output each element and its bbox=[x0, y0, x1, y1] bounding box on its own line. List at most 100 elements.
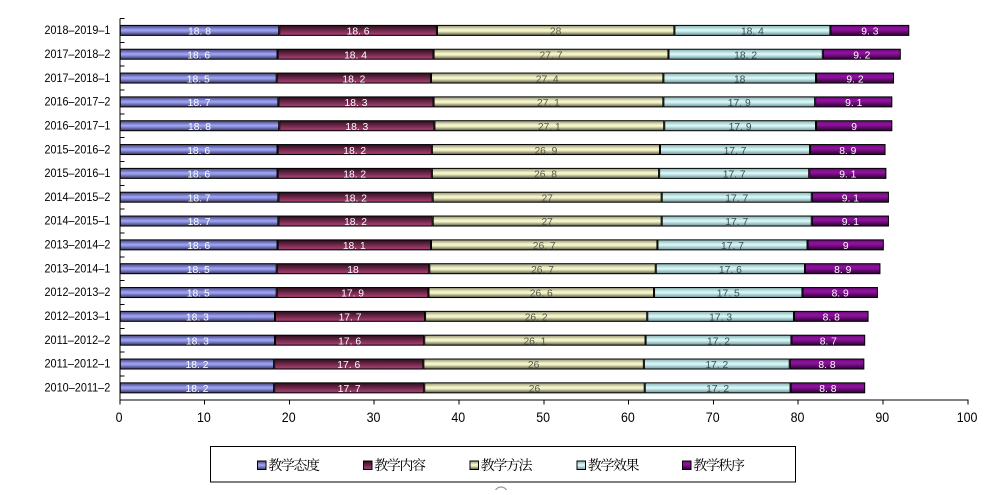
svg-text:70: 70 bbox=[706, 409, 720, 425]
svg-text:17. 6: 17. 6 bbox=[337, 360, 360, 371]
svg-text:17. 9: 17. 9 bbox=[728, 98, 751, 109]
svg-text:2012–2013–2: 2012–2013–2 bbox=[45, 285, 111, 299]
svg-text:18. 2: 18. 2 bbox=[186, 384, 209, 395]
svg-text:17. 3: 17. 3 bbox=[709, 313, 732, 324]
svg-text:9. 2: 9. 2 bbox=[853, 50, 870, 61]
svg-text:18. 1: 18. 1 bbox=[343, 241, 366, 252]
svg-text:18. 7: 18. 7 bbox=[188, 217, 211, 228]
svg-text:2014–2015–2: 2014–2015–2 bbox=[45, 190, 111, 204]
svg-text:17. 7: 17. 7 bbox=[725, 193, 748, 204]
svg-text:9. 1: 9. 1 bbox=[842, 217, 859, 228]
svg-text:9: 9 bbox=[843, 241, 849, 252]
svg-text:9. 1: 9. 1 bbox=[842, 193, 859, 204]
svg-text:26. 6: 26. 6 bbox=[530, 289, 553, 300]
svg-text:18. 3: 18. 3 bbox=[345, 122, 368, 133]
svg-text:8. 8: 8. 8 bbox=[818, 360, 835, 371]
svg-text:18. 2: 18. 2 bbox=[342, 74, 365, 85]
svg-text:18. 6: 18. 6 bbox=[187, 241, 210, 252]
svg-text:26: 26 bbox=[529, 384, 541, 395]
svg-text:20: 20 bbox=[282, 409, 296, 425]
svg-text:18. 3: 18. 3 bbox=[345, 98, 368, 109]
svg-text:27. 1: 27. 1 bbox=[537, 98, 560, 109]
svg-text:18. 6: 18. 6 bbox=[187, 146, 210, 157]
svg-text:100: 100 bbox=[957, 409, 978, 425]
svg-text:28: 28 bbox=[550, 27, 562, 38]
svg-text:8. 8: 8. 8 bbox=[823, 313, 840, 324]
svg-text:2016–2017–1: 2016–2017–1 bbox=[45, 118, 111, 132]
svg-text:18. 3: 18. 3 bbox=[186, 313, 209, 324]
svg-text:2011–2012–2: 2011–2012–2 bbox=[45, 333, 111, 347]
svg-text:17. 2: 17. 2 bbox=[705, 360, 728, 371]
svg-text:18. 3: 18. 3 bbox=[186, 336, 209, 347]
svg-text:60: 60 bbox=[621, 409, 635, 425]
svg-text:2011–2012–1: 2011–2012–1 bbox=[45, 357, 111, 371]
svg-text:2013–2014–1: 2013–2014–1 bbox=[45, 261, 111, 275]
svg-text:18: 18 bbox=[734, 74, 746, 85]
svg-text:30: 30 bbox=[367, 409, 381, 425]
svg-text:18. 8: 18. 8 bbox=[188, 122, 211, 133]
svg-text:18. 2: 18. 2 bbox=[186, 360, 209, 371]
svg-text:9. 1: 9. 1 bbox=[839, 170, 856, 181]
svg-text:26. 9: 26. 9 bbox=[534, 146, 557, 157]
svg-text:2015–2016–2: 2015–2016–2 bbox=[45, 142, 111, 156]
svg-text:18. 5: 18. 5 bbox=[187, 289, 210, 300]
svg-text:2010–2011–2: 2010–2011–2 bbox=[45, 381, 111, 395]
svg-text:8. 8: 8. 8 bbox=[819, 384, 836, 395]
svg-text:2017–2018–1: 2017–2018–1 bbox=[45, 71, 111, 85]
svg-text:18. 6: 18. 6 bbox=[187, 50, 210, 61]
svg-text:26. 2: 26. 2 bbox=[525, 313, 548, 324]
svg-text:17. 7: 17. 7 bbox=[721, 241, 744, 252]
svg-text:18. 5: 18. 5 bbox=[187, 265, 210, 276]
svg-text:17. 5: 17. 5 bbox=[717, 289, 740, 300]
svg-text:17. 9: 17. 9 bbox=[729, 122, 752, 133]
svg-text:17. 9: 17. 9 bbox=[341, 289, 364, 300]
svg-text:9: 9 bbox=[851, 122, 857, 133]
svg-text:27. 4: 27. 4 bbox=[536, 74, 559, 85]
svg-text:40: 40 bbox=[451, 409, 465, 425]
svg-text:17. 6: 17. 6 bbox=[719, 265, 742, 276]
svg-text:10: 10 bbox=[197, 409, 211, 425]
svg-text:27. 7: 27. 7 bbox=[540, 50, 563, 61]
svg-text:17. 7: 17. 7 bbox=[338, 384, 361, 395]
svg-text:90: 90 bbox=[875, 409, 889, 425]
svg-text:2017–2018–2: 2017–2018–2 bbox=[45, 47, 111, 61]
svg-text:18. 2: 18. 2 bbox=[343, 170, 366, 181]
svg-text:2013–2014–2: 2013–2014–2 bbox=[45, 238, 111, 252]
svg-text:26. 8: 26. 8 bbox=[534, 170, 557, 181]
svg-text:18. 5: 18. 5 bbox=[187, 74, 210, 85]
svg-text:9. 1: 9. 1 bbox=[845, 98, 862, 109]
svg-text:18. 2: 18. 2 bbox=[734, 50, 757, 61]
svg-text:0: 0 bbox=[116, 409, 123, 425]
svg-text:17. 7: 17. 7 bbox=[723, 170, 746, 181]
svg-text:17. 2: 17. 2 bbox=[707, 336, 730, 347]
svg-text:8. 9: 8. 9 bbox=[834, 265, 851, 276]
svg-text:18. 2: 18. 2 bbox=[344, 217, 367, 228]
svg-text:18: 18 bbox=[347, 265, 359, 276]
svg-text:17. 7: 17. 7 bbox=[725, 217, 748, 228]
svg-text:26. 7: 26. 7 bbox=[531, 265, 554, 276]
svg-text:18. 6: 18. 6 bbox=[187, 170, 210, 181]
svg-text:80: 80 bbox=[791, 409, 805, 425]
svg-text:8. 7: 8. 7 bbox=[820, 336, 837, 347]
svg-text:26: 26 bbox=[528, 360, 540, 371]
svg-text:18. 8: 18. 8 bbox=[188, 27, 211, 38]
svg-text:27: 27 bbox=[541, 193, 553, 204]
svg-text:27. 1: 27. 1 bbox=[538, 122, 561, 133]
svg-text:18. 6: 18. 6 bbox=[347, 27, 370, 38]
svg-text:9. 3: 9. 3 bbox=[861, 27, 878, 38]
svg-text:17. 2: 17. 2 bbox=[706, 384, 729, 395]
svg-text:17. 7: 17. 7 bbox=[724, 146, 747, 157]
svg-text:50: 50 bbox=[536, 409, 550, 425]
svg-text:9. 2: 9. 2 bbox=[846, 74, 863, 85]
svg-text:17. 7: 17. 7 bbox=[339, 313, 362, 324]
svg-text:2012–2013–1: 2012–2013–1 bbox=[45, 309, 111, 323]
svg-text:8. 9: 8. 9 bbox=[839, 146, 856, 157]
svg-text:2015–2016–1: 2015–2016–1 bbox=[45, 166, 111, 180]
svg-text:2018–2019–1: 2018–2019–1 bbox=[45, 23, 111, 37]
svg-text:18. 4: 18. 4 bbox=[344, 50, 367, 61]
svg-text:17. 6: 17. 6 bbox=[338, 336, 361, 347]
svg-text:8. 9: 8. 9 bbox=[832, 289, 849, 300]
svg-text:26. 1: 26. 1 bbox=[523, 336, 546, 347]
svg-text:2016–2017–2: 2016–2017–2 bbox=[45, 95, 111, 109]
svg-text:18. 7: 18. 7 bbox=[188, 98, 211, 109]
